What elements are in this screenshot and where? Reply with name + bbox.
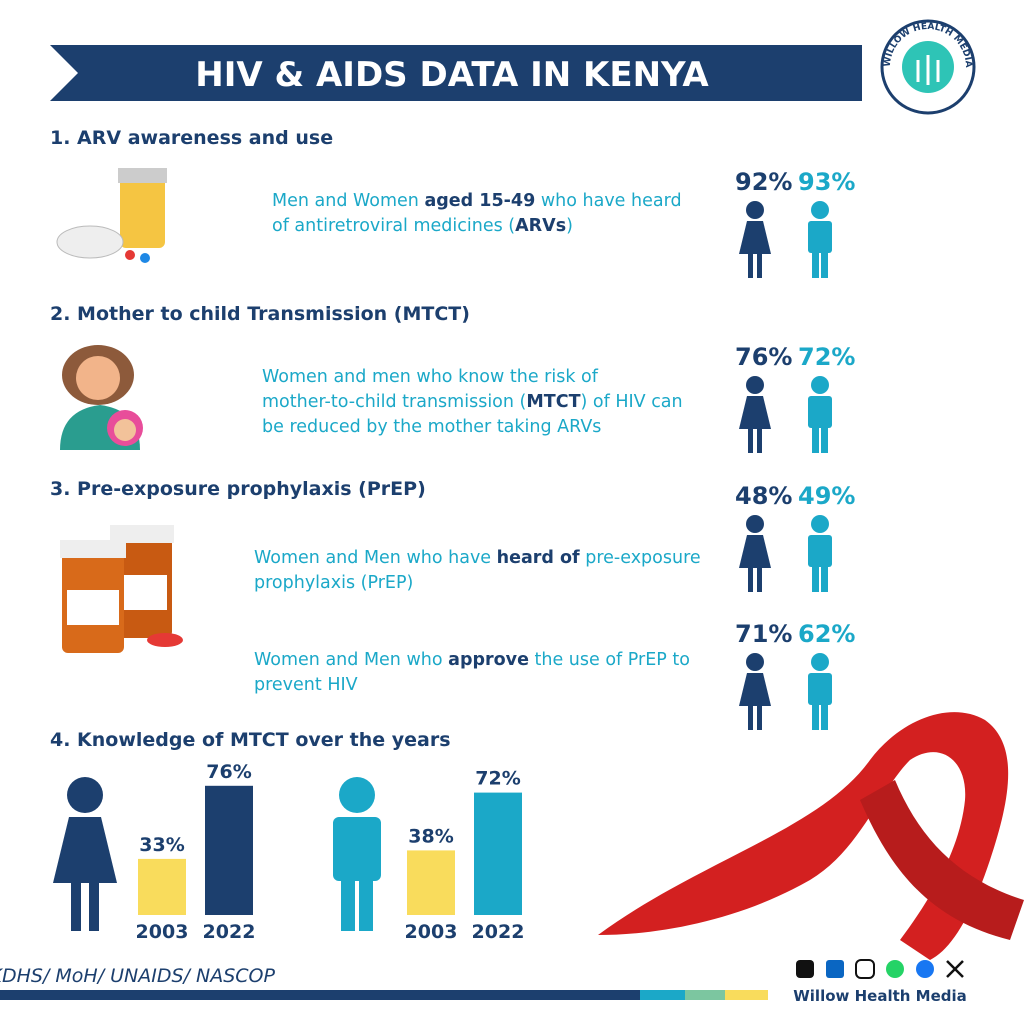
section-heading: 4. Knowledge of MTCT over the years: [50, 729, 451, 751]
title: HIV & AIDS DATA IN KENYA: [195, 55, 709, 95]
text-run: Women and men who know the risk of: [262, 367, 598, 387]
stat-women: 71%: [735, 620, 792, 648]
bar: [407, 850, 455, 915]
text-run: aged 15-49: [424, 191, 536, 211]
man-large: [333, 777, 381, 931]
text-run: ) of HIV can: [580, 392, 683, 412]
value-label: 33%: [139, 834, 184, 856]
woman-icon: [739, 376, 771, 453]
man-icon: [333, 777, 381, 931]
text-run: who have heard: [535, 191, 682, 211]
text-run: heard of: [496, 548, 580, 568]
year-label: 2003: [136, 921, 189, 943]
text-run: mother-to-child transmission (: [262, 392, 527, 412]
description: Men and Women aged 15-49 who have heard o…: [272, 189, 682, 239]
woman-icon: [739, 515, 771, 592]
text-run: Women and Men who have: [254, 548, 497, 568]
text-run: ): [566, 216, 573, 236]
man-icon: [808, 653, 832, 730]
stripe: [685, 990, 725, 1000]
text-run: Women and Men who: [254, 650, 449, 670]
man-icon: [808, 376, 832, 453]
value-label: 38%: [408, 825, 453, 847]
stripe: [725, 990, 768, 1000]
text-run: ARVs: [515, 216, 567, 236]
stat-women: 76%: [735, 343, 792, 371]
stat-women: 92%: [735, 168, 792, 196]
year-label: 2003: [405, 921, 458, 943]
woman-icon: [53, 777, 117, 931]
text-run: be reduced by the mother taking ARVs: [262, 417, 602, 437]
text-run: Men and Women: [272, 191, 425, 211]
woman-icon: [739, 653, 771, 730]
logo: WILLOW HEALTH MEDIA: [880, 19, 976, 115]
title-banner: [50, 45, 862, 101]
value-label: 72%: [475, 768, 520, 790]
text-run: pre-exposure: [579, 548, 701, 568]
mother-child: [60, 345, 143, 450]
woman-large: [53, 777, 117, 931]
bar: [205, 785, 253, 915]
bar: [474, 792, 522, 915]
text-run: approve: [448, 650, 529, 670]
brand: Willow Health Media: [793, 987, 967, 1005]
description: Women and Men who have heard of pre-expo…: [254, 546, 701, 596]
text-run: MTCT: [526, 392, 581, 412]
section-heading: 2. Mother to child Transmission (MTCT): [50, 303, 470, 325]
value-label: 76%: [206, 761, 251, 783]
year-label: 2022: [203, 921, 256, 943]
text-run: of antiretroviral medicines (: [272, 216, 516, 236]
section-heading: 3. Pre-exposure prophylaxis (PrEP): [50, 478, 426, 500]
stat-men: 72%: [798, 343, 855, 371]
stat-women: 48%: [735, 482, 792, 510]
text-run: prevent HIV: [254, 675, 358, 695]
section-heading: 1. ARV awareness and use: [50, 127, 333, 149]
stripe: [640, 990, 685, 1000]
man-icon: [808, 515, 832, 592]
man-icon: [808, 201, 832, 278]
text-run: prophylaxis (PrEP): [254, 573, 414, 593]
description: Women and men who know the risk of mother…: [262, 365, 683, 440]
sources: Sources: WHO/KDHS/ MoH/ UNAIDS/ NASCOP: [0, 965, 275, 987]
stat-men: 62%: [798, 620, 855, 648]
ribbon: [598, 712, 1024, 960]
social-icons: [796, 959, 964, 979]
description: Women and Men who approve the use of PrE…: [254, 648, 690, 698]
stripe: [0, 990, 640, 1000]
year-label: 2022: [472, 921, 525, 943]
woman-icon: [739, 201, 771, 278]
pill-bottle: [56, 168, 167, 263]
bar: [138, 858, 186, 915]
stat-men: 93%: [798, 168, 855, 196]
stat-men: 49%: [798, 482, 855, 510]
text-run: the use of PrEP to: [528, 650, 690, 670]
prep-bottles: [60, 525, 183, 653]
